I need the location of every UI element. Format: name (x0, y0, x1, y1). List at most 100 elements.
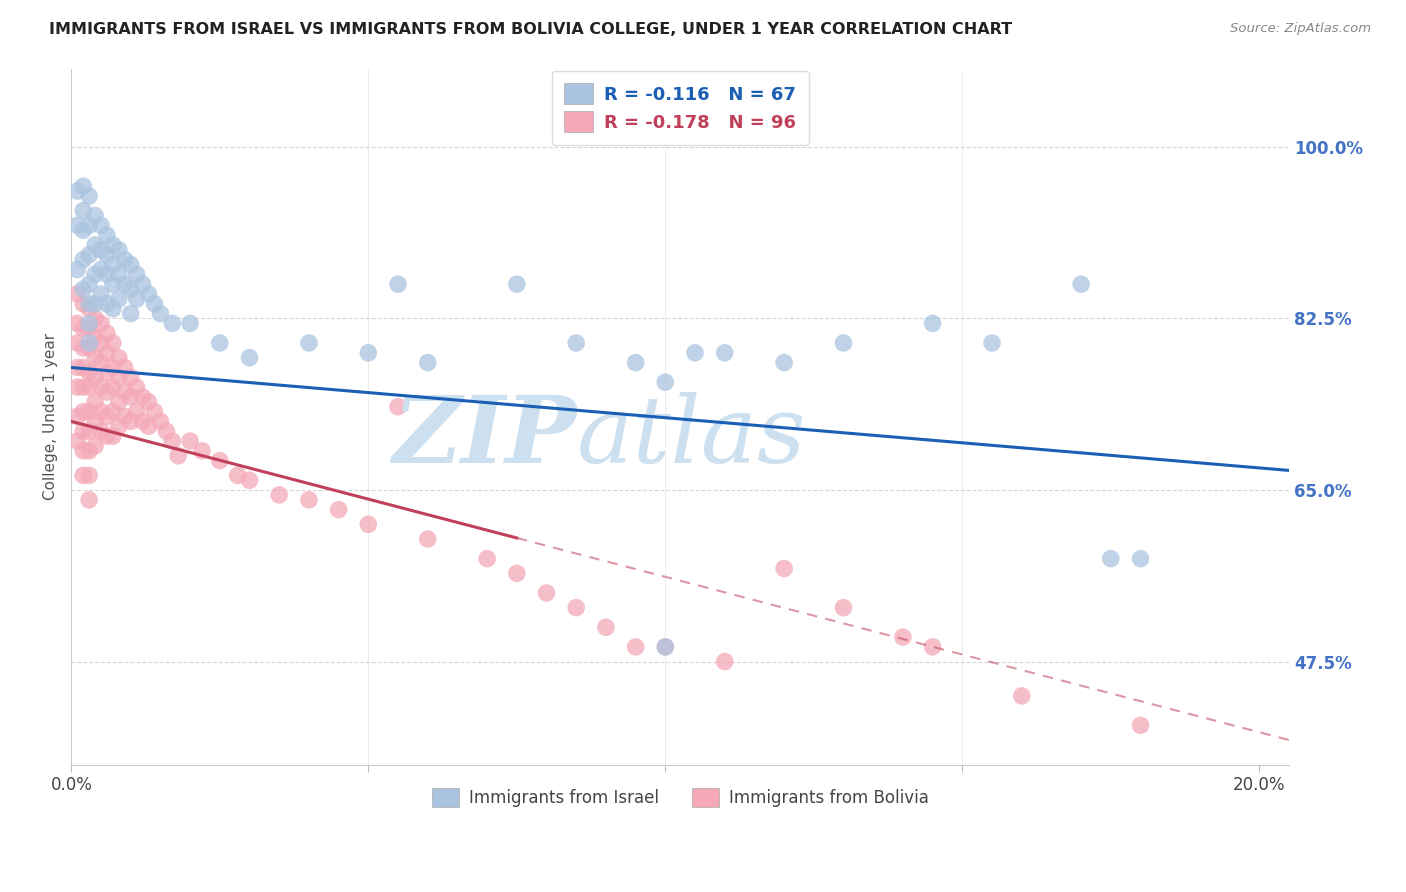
Point (96, 268, 118, 282)
Point (108, 370, 131, 384)
Point (120, 370, 142, 384)
Point (96, 297, 118, 311)
Point (108, 292, 131, 306)
Point (114, 409, 136, 424)
Point (891, 630, 914, 644)
Point (125, 404, 148, 418)
Point (84, 268, 107, 282)
Point (108, 268, 131, 282)
Point (66, 380, 89, 394)
Point (713, 346, 735, 360)
Point (208, 453, 231, 467)
Point (536, 586, 558, 600)
Point (138, 287, 160, 301)
Point (328, 502, 350, 516)
Point (120, 414, 142, 428)
Point (208, 336, 231, 351)
Point (90, 262, 112, 277)
Point (96, 346, 118, 360)
Point (96, 248, 118, 262)
Point (108, 351, 131, 365)
Point (125, 380, 148, 394)
Point (77, 297, 100, 311)
Point (77, 365, 100, 379)
Point (138, 419, 160, 434)
Point (921, 317, 943, 331)
Point (565, 600, 588, 615)
Point (77, 248, 100, 262)
Point (96, 326, 118, 341)
Point (66, 336, 89, 351)
Point (654, 640, 676, 654)
Text: ZIP: ZIP (392, 392, 576, 483)
Point (108, 419, 131, 434)
Point (565, 336, 588, 351)
Point (66, 360, 89, 375)
Point (77, 321, 100, 335)
Point (77, 492, 100, 507)
Point (90, 317, 112, 331)
Point (72, 424, 94, 438)
Point (96, 409, 118, 424)
Point (101, 429, 124, 443)
Point (1129, 551, 1152, 566)
Point (101, 404, 124, 418)
Point (114, 384, 136, 399)
Point (90, 424, 112, 438)
Point (84, 311, 107, 326)
Point (77, 301, 100, 316)
Point (77, 468, 100, 483)
Text: IMMIGRANTS FROM ISRAEL VS IMMIGRANTS FROM BOLIVIA COLLEGE, UNDER 1 YEAR CORRELAT: IMMIGRANTS FROM ISRAEL VS IMMIGRANTS FRO… (49, 22, 1012, 37)
Point (298, 492, 321, 507)
Point (66, 409, 89, 424)
Point (90, 356, 112, 370)
Point (1011, 689, 1033, 703)
Point (191, 443, 214, 458)
Point (357, 517, 380, 532)
Point (101, 238, 124, 252)
Point (90, 219, 112, 233)
Point (475, 551, 498, 566)
Point (506, 566, 529, 581)
Point (77, 189, 100, 203)
Point (357, 346, 380, 360)
Point (981, 336, 1004, 351)
Point (72, 179, 94, 194)
Point (96, 228, 118, 243)
Y-axis label: College, Under 1 year: College, Under 1 year (44, 333, 58, 500)
Point (120, 390, 142, 404)
Point (84, 209, 107, 223)
Point (84, 414, 107, 428)
Point (66, 219, 89, 233)
Point (66, 287, 89, 301)
Point (66, 184, 89, 198)
Point (72, 404, 94, 418)
Point (101, 360, 124, 375)
Point (773, 356, 796, 370)
Point (387, 277, 409, 292)
Point (101, 301, 124, 316)
Point (162, 434, 184, 448)
Point (77, 317, 100, 331)
Point (84, 238, 107, 252)
Point (624, 640, 647, 654)
Point (120, 282, 142, 296)
Point (90, 243, 112, 257)
Point (77, 380, 100, 394)
Point (72, 380, 94, 394)
Point (179, 317, 201, 331)
Point (108, 243, 131, 257)
Point (101, 277, 124, 292)
Point (66, 434, 89, 448)
Point (120, 307, 142, 321)
Point (72, 203, 94, 218)
Point (832, 336, 855, 351)
Point (84, 297, 107, 311)
Point (416, 532, 439, 546)
Point (595, 620, 617, 634)
Point (90, 336, 112, 351)
Point (90, 287, 112, 301)
Point (77, 277, 100, 292)
Point (66, 317, 89, 331)
Point (66, 262, 89, 277)
